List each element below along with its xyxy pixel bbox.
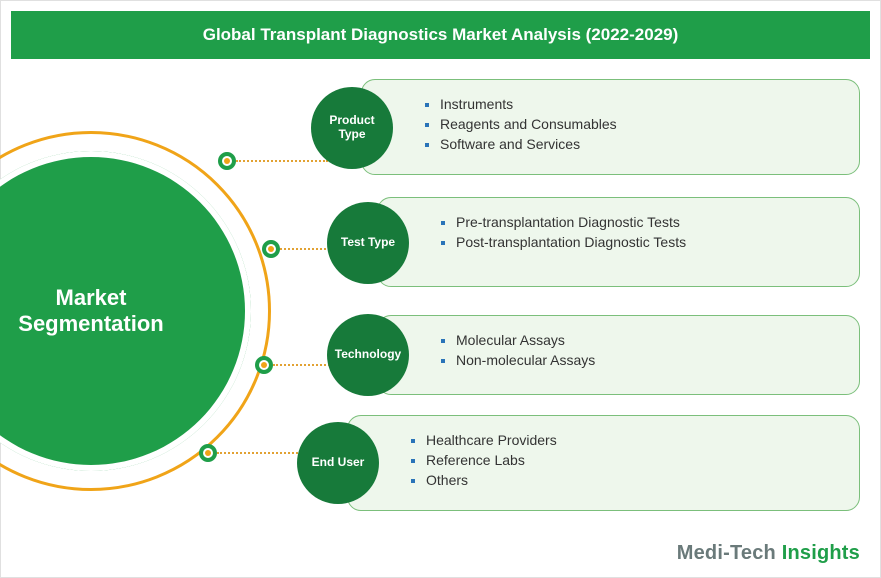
list-item: Others [426,472,841,488]
list-item-label: Healthcare Providers [426,432,557,448]
category-panel: Molecular Assays Non-molecular Assays [377,315,860,395]
center-label-line1: Market [18,285,163,311]
list-item: Reference Labs [426,452,841,468]
list-item-label: Others [426,472,468,488]
list-item-label: Pre-transplantation Diagnostic Tests [456,214,680,230]
list-item-label: Reagents and Consumables [440,116,617,132]
category-badge: End User [297,422,379,504]
list-item-label: Non-molecular Assays [456,352,595,368]
list-item: Healthcare Providers [426,432,841,448]
category-list: Molecular Assays Non-molecular Assays [438,332,841,368]
title-bar: Global Transplant Diagnostics Market Ana… [11,11,870,59]
category-panel: Healthcare Providers Reference Labs Others [347,415,860,511]
center-label: Market Segmentation [18,285,163,338]
center-circle: Market Segmentation [0,151,251,471]
brand-text-main: Medi-Tech [677,542,782,564]
connector-line [236,160,328,162]
connector-dot [255,356,273,374]
category-panel: Instruments Reagents and Consumables Softw… [361,79,860,175]
brand-text-accent: Insights [782,542,860,564]
brand-logo: Medi-Tech Insights [677,542,860,565]
center-label-line2: Segmentation [18,311,163,337]
category-badge: Test Type [327,202,409,284]
connector-dot [262,240,280,258]
list-item: Software and Services [440,136,841,152]
category-badge: Technology [327,314,409,396]
connector-dot [199,444,217,462]
page-title: Global Transplant Diagnostics Market Ana… [203,25,679,45]
list-item-label: Post-transplantation Diagnostic Tests [456,234,686,250]
list-item-label: Software and Services [440,136,580,152]
list-item: Molecular Assays [456,332,841,348]
infographic-canvas: Global Transplant Diagnostics Market Ana… [0,0,881,578]
list-item: Pre-transplantation Diagnostic Tests [456,214,841,230]
list-item: Reagents and Consumables [440,116,841,132]
list-item-label: Reference Labs [426,452,525,468]
list-item: Instruments [440,96,841,112]
list-item-label: Molecular Assays [456,332,565,348]
connector-dot [218,152,236,170]
list-item: Non-molecular Assays [456,352,841,368]
category-list: Pre-transplantation Diagnostic Tests Post… [438,214,841,250]
branch-connector [218,153,328,169]
list-item: Post-transplantation Diagnostic Tests [456,234,841,250]
category-panel: Pre-transplantation Diagnostic Tests Post… [377,197,860,287]
category-list: Healthcare Providers Reference Labs Others [408,432,841,488]
category-badge: Product Type [311,87,393,169]
list-item-label: Instruments [440,96,513,112]
category-list: Instruments Reagents and Consumables Softw… [422,96,841,152]
